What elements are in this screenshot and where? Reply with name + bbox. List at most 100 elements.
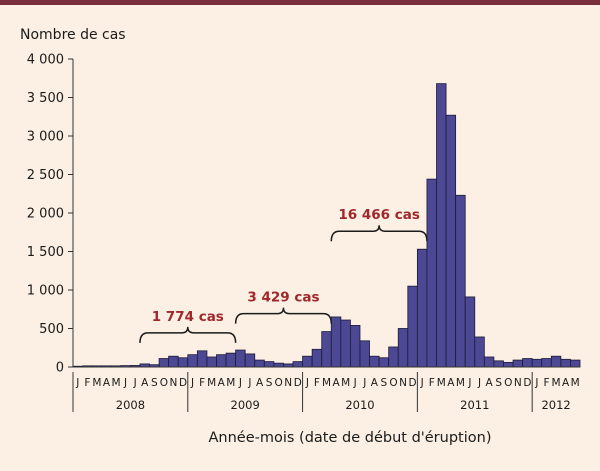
month-label: J (477, 377, 481, 389)
bar (531, 358, 543, 368)
month-label: J (534, 377, 538, 389)
y-tick-label: 0 (56, 361, 64, 376)
year-label: 2009 (231, 398, 260, 412)
month-label: S (495, 377, 502, 389)
month-label: O (504, 377, 512, 389)
month-label: J (467, 377, 471, 389)
month-label: M (552, 377, 561, 389)
bar (474, 336, 485, 368)
bar (196, 350, 208, 368)
month-label: M (92, 377, 101, 389)
month-label: A (562, 377, 570, 389)
month-label: N (170, 377, 178, 389)
year-label: 2011 (460, 398, 489, 412)
bar (158, 358, 170, 368)
month-label: A (141, 377, 149, 389)
bar (369, 355, 380, 368)
y-tick-label: 3 500 (27, 91, 64, 106)
bar (550, 355, 562, 368)
month-label: M (112, 377, 121, 389)
bar (273, 362, 284, 368)
brace (330, 225, 428, 242)
bar (397, 328, 409, 368)
month-label: J (305, 377, 309, 389)
month-label: M (226, 377, 235, 389)
x-axis-label: Année-mois (date de début d'éruption) (209, 430, 492, 446)
month-label: S (266, 377, 273, 389)
bar (503, 361, 514, 368)
bar (426, 178, 437, 368)
bar (244, 353, 256, 368)
month-label: M (437, 377, 446, 389)
bar (464, 296, 476, 368)
month-label: M (322, 377, 331, 389)
month-label: A (447, 377, 455, 389)
bar (168, 355, 179, 368)
y-tick-label: 2 500 (27, 168, 64, 183)
month-label: F (314, 377, 320, 389)
annotation-label: 1 774 cas (152, 309, 224, 325)
bar (340, 319, 351, 368)
annotations: 1 774 cas 3 429 cas 16 466 cas (139, 207, 428, 343)
bar (187, 354, 198, 368)
month-label: F (429, 377, 435, 389)
bar (388, 346, 399, 368)
y-tick-label: 2 000 (27, 207, 64, 222)
month-label: M (341, 377, 350, 389)
bar (216, 354, 227, 368)
bar (493, 360, 504, 368)
month-label: F (543, 377, 549, 389)
bar (436, 83, 447, 368)
annotation-label: 16 466 cas (338, 207, 420, 223)
bar (522, 358, 533, 368)
bar (407, 285, 418, 368)
month-label: S (381, 377, 388, 389)
month-label: A (332, 377, 340, 389)
y-tick-label: 3 000 (27, 130, 64, 145)
brace (234, 307, 333, 324)
month-label: A (371, 377, 379, 389)
month-label: D (409, 377, 417, 389)
month-label: O (275, 377, 283, 389)
y-tick-label: 4 000 (27, 53, 64, 68)
month-label: J (362, 377, 366, 389)
month-label: S (151, 377, 158, 389)
y-axis: 0 500 1 000 1 500 2 000 2 500 3 000 3 500 4 000 (27, 53, 74, 376)
month-label: F (199, 377, 205, 389)
month-label: A (103, 377, 111, 389)
month-label: J (238, 377, 242, 389)
y-tick-label: 500 (39, 322, 64, 337)
bar (330, 316, 342, 368)
month-label: N (399, 377, 407, 389)
annotation-label: 3 429 cas (247, 290, 319, 306)
y-axis-label: Nombre de cas (20, 27, 126, 43)
year-label: 2010 (345, 398, 374, 412)
bar (311, 348, 323, 368)
bar (350, 325, 361, 368)
bar (206, 356, 217, 368)
bar (177, 357, 189, 368)
bar (359, 340, 370, 368)
brace (139, 326, 237, 343)
month-label: J (75, 377, 79, 389)
bar (541, 358, 552, 368)
month-label: J (353, 377, 357, 389)
bar (292, 361, 303, 368)
month-label: D (294, 377, 302, 389)
month-label: J (420, 377, 424, 389)
month-label: O (160, 377, 168, 389)
y-tick-label: 1 500 (27, 245, 64, 260)
month-label: N (514, 377, 522, 389)
bar (321, 331, 332, 368)
month-label: M (456, 377, 465, 389)
bar (378, 357, 390, 368)
bar (455, 194, 466, 368)
bar (512, 359, 524, 368)
bar (445, 114, 457, 368)
y-tick-label: 1 000 (27, 284, 64, 299)
year-label: 2008 (116, 398, 145, 412)
month-label: A (256, 377, 264, 389)
bar (483, 356, 495, 368)
month-label: J (190, 377, 194, 389)
